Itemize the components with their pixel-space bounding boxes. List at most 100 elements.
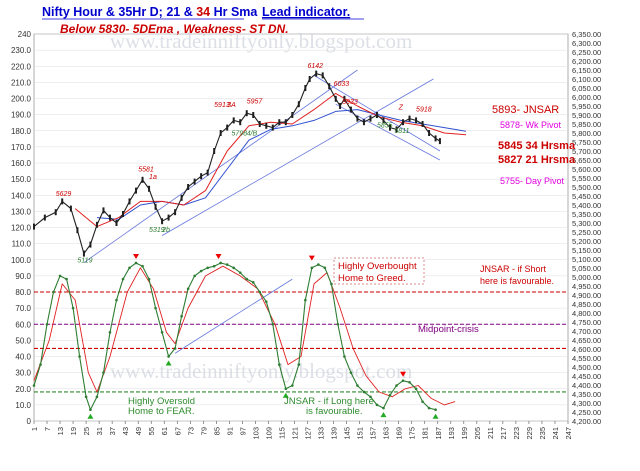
oscillator-point: [310, 266, 314, 270]
right-tick-label: 5,000.00: [572, 273, 601, 282]
oscillator-point: [245, 277, 249, 281]
price-bar: [308, 76, 311, 82]
right-tick-label: 4,850.00: [572, 300, 601, 309]
price-bar: [304, 85, 307, 91]
oscillator-point: [434, 408, 437, 412]
oscillator-point: [388, 393, 392, 397]
left-tick-label: 100.0: [11, 256, 32, 265]
oscillator-point: [369, 395, 372, 399]
left-tick-label: 0: [27, 417, 32, 426]
price-bar: [258, 121, 261, 127]
price-bar: [43, 214, 46, 221]
left-tick-label: 210.0: [11, 78, 32, 87]
price-bar: [115, 220, 118, 226]
left-tick-label: 30.0: [15, 369, 31, 378]
right-tick-label: 5,950.00: [572, 102, 601, 111]
right-tick-label: 5,400.00: [572, 201, 601, 210]
oscillator-point: [212, 264, 216, 268]
oscillator-point: [108, 331, 112, 334]
x-tick-label: 115: [277, 427, 286, 439]
left-tick-label: 130.0: [11, 207, 32, 216]
x-tick-label: 7: [43, 427, 52, 431]
oscillator-point: [167, 355, 170, 358]
oscillator-point: [128, 266, 131, 270]
price-bar: [102, 207, 105, 214]
oscillator-point: [277, 363, 281, 366]
price-bar: [122, 211, 124, 217]
price-bar: [349, 106, 352, 113]
x-tick-label: 157: [369, 427, 378, 440]
right-tick-label: 4,200.00: [572, 417, 601, 426]
oscillator-point: [154, 306, 157, 310]
price-bar: [408, 115, 411, 122]
lead-indicator-label: Lead indicator.: [262, 5, 350, 19]
trend-line: [161, 78, 434, 236]
price-label: 2b: [161, 227, 170, 234]
right-tick-label: 5,250.00: [572, 228, 601, 237]
price-bar: [219, 130, 222, 136]
price-bar: [33, 223, 35, 230]
x-tick-label: 199: [460, 427, 469, 440]
price-bar: [434, 135, 437, 142]
x-tick-label: 139: [330, 427, 339, 440]
left-tick-label: 90.0: [15, 272, 31, 281]
price-bar: [187, 184, 190, 190]
price-bar: [108, 214, 111, 221]
price-bar: [167, 214, 170, 221]
x-tick-label: 55: [147, 427, 156, 435]
price-bar: [213, 148, 216, 154]
price-label: 5798: [232, 131, 248, 138]
jnsar-short-label-2: here is favourable.: [480, 276, 554, 286]
x-tick-label: 103: [251, 427, 260, 440]
price-bar: [226, 124, 229, 131]
right-tick-label: 5,600.00: [572, 165, 601, 174]
price-label: 4/B: [247, 131, 258, 138]
price-bar: [89, 241, 92, 248]
oscillator-point: [147, 277, 151, 281]
price-label: 5933: [342, 99, 358, 106]
left-tick-label: 160.0: [11, 159, 32, 168]
oscillator-point: [258, 290, 262, 294]
price-bar: [402, 119, 405, 126]
oscillator-point: [193, 274, 196, 278]
right-tick-label: 5,200.00: [572, 237, 601, 246]
price-bar: [278, 119, 281, 126]
price-label: 6033: [334, 81, 350, 88]
chart-title: Nifty Hour & 35Hr D; 21 & 34 Hr Sma: [42, 5, 258, 19]
x-tick-label: 211: [486, 427, 495, 439]
oscillator-point: [382, 406, 385, 410]
right-tick-label: 5,650.00: [572, 156, 601, 165]
oscillator-point: [32, 384, 36, 387]
trough-marker: [165, 360, 172, 366]
price-bar: [315, 70, 318, 77]
oscillator-point: [71, 306, 75, 310]
price-bar: [206, 169, 209, 176]
price-bar: [252, 112, 255, 118]
trough-marker: [432, 413, 439, 419]
right-tick-label: 5,350.00: [572, 210, 601, 219]
peak-trough-markers: [87, 253, 439, 419]
oscillator-point: [304, 298, 307, 302]
oscillator-point: [141, 264, 144, 268]
right-tick-label: 4,600.00: [572, 345, 601, 354]
oscillator-point: [39, 363, 42, 366]
price-bar: [69, 205, 72, 212]
oscillator-point: [317, 263, 320, 266]
price-bar: [161, 218, 164, 225]
right-tick-label: 5,750.00: [572, 138, 601, 147]
right-tick-label: 4,250.00: [572, 408, 601, 417]
x-tick-label: 169: [395, 427, 404, 440]
right-tick-label: 5,800.00: [572, 129, 601, 138]
jnsar-long-label-2: is favourable.: [306, 406, 363, 417]
x-tick-label: 19: [69, 427, 78, 435]
trend-line: [83, 69, 358, 263]
oscillator-point: [264, 300, 268, 303]
x-tick-label: 235: [538, 427, 547, 440]
right-tick-label: 5,100.00: [572, 255, 601, 264]
left-tick-label: 140.0: [11, 191, 32, 200]
oscillator-point: [95, 395, 99, 399]
x-tick-label: 217: [499, 427, 508, 440]
oscillator-point: [362, 390, 366, 394]
price-bar: [174, 209, 177, 216]
oscillator-point: [395, 384, 398, 387]
